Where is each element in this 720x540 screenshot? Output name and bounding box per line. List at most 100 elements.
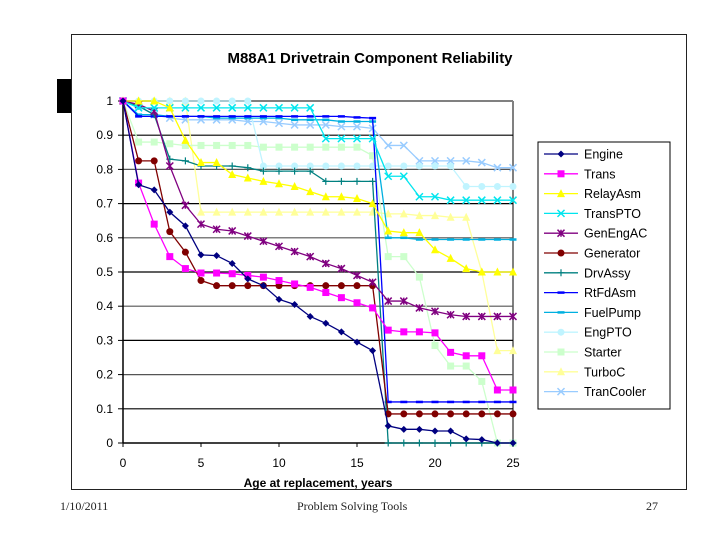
- data-point-starter: [166, 140, 174, 148]
- data-point-trans: [322, 289, 330, 297]
- data-point-turboc: [462, 212, 471, 221]
- data-point-trans: [306, 283, 314, 291]
- data-point-drvassy: [259, 167, 267, 175]
- data-point-genengac: [259, 237, 268, 246]
- data-point-engpto: [509, 183, 517, 190]
- data-point-engine: [478, 436, 486, 444]
- data-point-turboc: [509, 346, 517, 355]
- data-point-engine: [462, 435, 470, 443]
- data-point-trans: [275, 277, 283, 285]
- data-point-genengac: [368, 278, 377, 287]
- legend-label: DrvAssy: [584, 266, 631, 280]
- data-point-relayasm: [165, 103, 174, 112]
- legend-label: EngPTO: [584, 326, 632, 340]
- data-point-engine: [135, 181, 143, 189]
- data-point-transpto: [477, 196, 486, 205]
- data-point-trancooler: [352, 122, 362, 131]
- data-point-transpto: [290, 103, 299, 112]
- data-point-trans: [197, 269, 205, 277]
- series-relayasm: [119, 96, 517, 276]
- data-point-generator: [400, 410, 408, 418]
- series-line-generator: [122, 100, 513, 415]
- data-point-generator: [197, 277, 205, 285]
- data-point-trans: [369, 304, 377, 312]
- legend-item-fuelpump: FuelPump: [544, 306, 641, 320]
- data-point-generator: [150, 157, 158, 165]
- data-point-engine: [493, 439, 501, 447]
- data-point-starter: [447, 362, 455, 370]
- data-point-genengac: [306, 252, 315, 261]
- data-point-engpto: [478, 183, 486, 190]
- data-point-transpto: [493, 196, 502, 205]
- legend-item-rtfdasm: RtFdAsm: [544, 286, 636, 300]
- data-point-engpto: [462, 183, 470, 190]
- data-point-engpto: [493, 183, 501, 190]
- data-point-genengac: [165, 161, 174, 171]
- legend-label: TurboC: [584, 365, 625, 379]
- data-point-engine: [150, 186, 158, 194]
- data-point-genengac: [243, 232, 252, 241]
- data-point-trans: [462, 352, 470, 360]
- legend-marker-starter: [557, 348, 565, 356]
- data-point-starter: [306, 143, 314, 151]
- data-point-relayasm: [462, 264, 471, 273]
- legend-marker-turboc: [557, 367, 565, 376]
- data-point-genengac: [181, 201, 190, 210]
- legend-marker-generator: [557, 249, 565, 257]
- legend-item-starter: Starter: [544, 346, 622, 360]
- legend-item-trans: Trans: [544, 167, 616, 181]
- data-point-turboc: [337, 207, 346, 216]
- data-point-genengac: [446, 310, 455, 319]
- data-point-engpto: [353, 162, 361, 170]
- data-point-engine: [415, 425, 423, 433]
- data-point-transpto: [181, 103, 190, 112]
- data-point-trancooler: [493, 163, 502, 172]
- data-point-starter: [400, 253, 408, 261]
- series-line-trans: [122, 100, 513, 391]
- legend-box: [537, 141, 671, 410]
- data-point-transpto: [384, 172, 393, 181]
- data-point-engpto: [181, 97, 189, 105]
- data-point-generator: [431, 410, 439, 418]
- legend-label: Trans: [584, 167, 616, 181]
- data-point-relayasm: [353, 193, 361, 202]
- data-point-engpto: [415, 162, 423, 170]
- data-point-transpto: [430, 192, 440, 201]
- data-point-genengac: [321, 259, 330, 268]
- data-point-starter: [135, 138, 143, 146]
- data-point-starter: [150, 138, 158, 146]
- data-point-engpto: [337, 162, 345, 170]
- chart-title: M88A1 Drivetrain Component Reliability: [227, 50, 513, 67]
- data-point-engine: [400, 425, 408, 433]
- data-point-genengac: [150, 107, 159, 116]
- data-point-turboc: [275, 207, 283, 216]
- data-point-relayasm: [150, 96, 159, 105]
- data-point-trancooler: [477, 158, 486, 167]
- y-tick-label: 0.4: [96, 299, 113, 313]
- data-point-trancooler: [384, 141, 393, 150]
- data-point-engine: [166, 208, 174, 216]
- data-point-turboc: [321, 207, 330, 216]
- data-point-trans: [166, 253, 174, 261]
- data-point-transpto: [415, 192, 424, 201]
- data-point-starter: [275, 143, 283, 151]
- data-point-drvassy: [447, 439, 455, 447]
- data-point-transpto: [352, 134, 362, 143]
- legend-marker-relayasm: [557, 189, 565, 198]
- data-point-trans: [213, 269, 221, 277]
- data-point-engine: [197, 251, 205, 259]
- series-line-turboc: [123, 100, 513, 352]
- data-point-starter: [244, 141, 252, 149]
- data-point-generator: [415, 410, 423, 418]
- data-point-transpto: [134, 103, 143, 112]
- data-point-engine: [447, 427, 455, 435]
- data-point-transpto: [150, 103, 159, 112]
- legend-item-transpto: TransPTO: [544, 207, 641, 221]
- series-genengac: [118, 96, 518, 321]
- data-point-generator: [447, 410, 455, 418]
- footer-title: Problem Solving Tools: [297, 499, 408, 513]
- data-point-engpto: [322, 162, 330, 170]
- data-point-engine: [275, 295, 283, 303]
- data-point-trans: [150, 220, 158, 228]
- data-point-drvassy: [181, 157, 189, 165]
